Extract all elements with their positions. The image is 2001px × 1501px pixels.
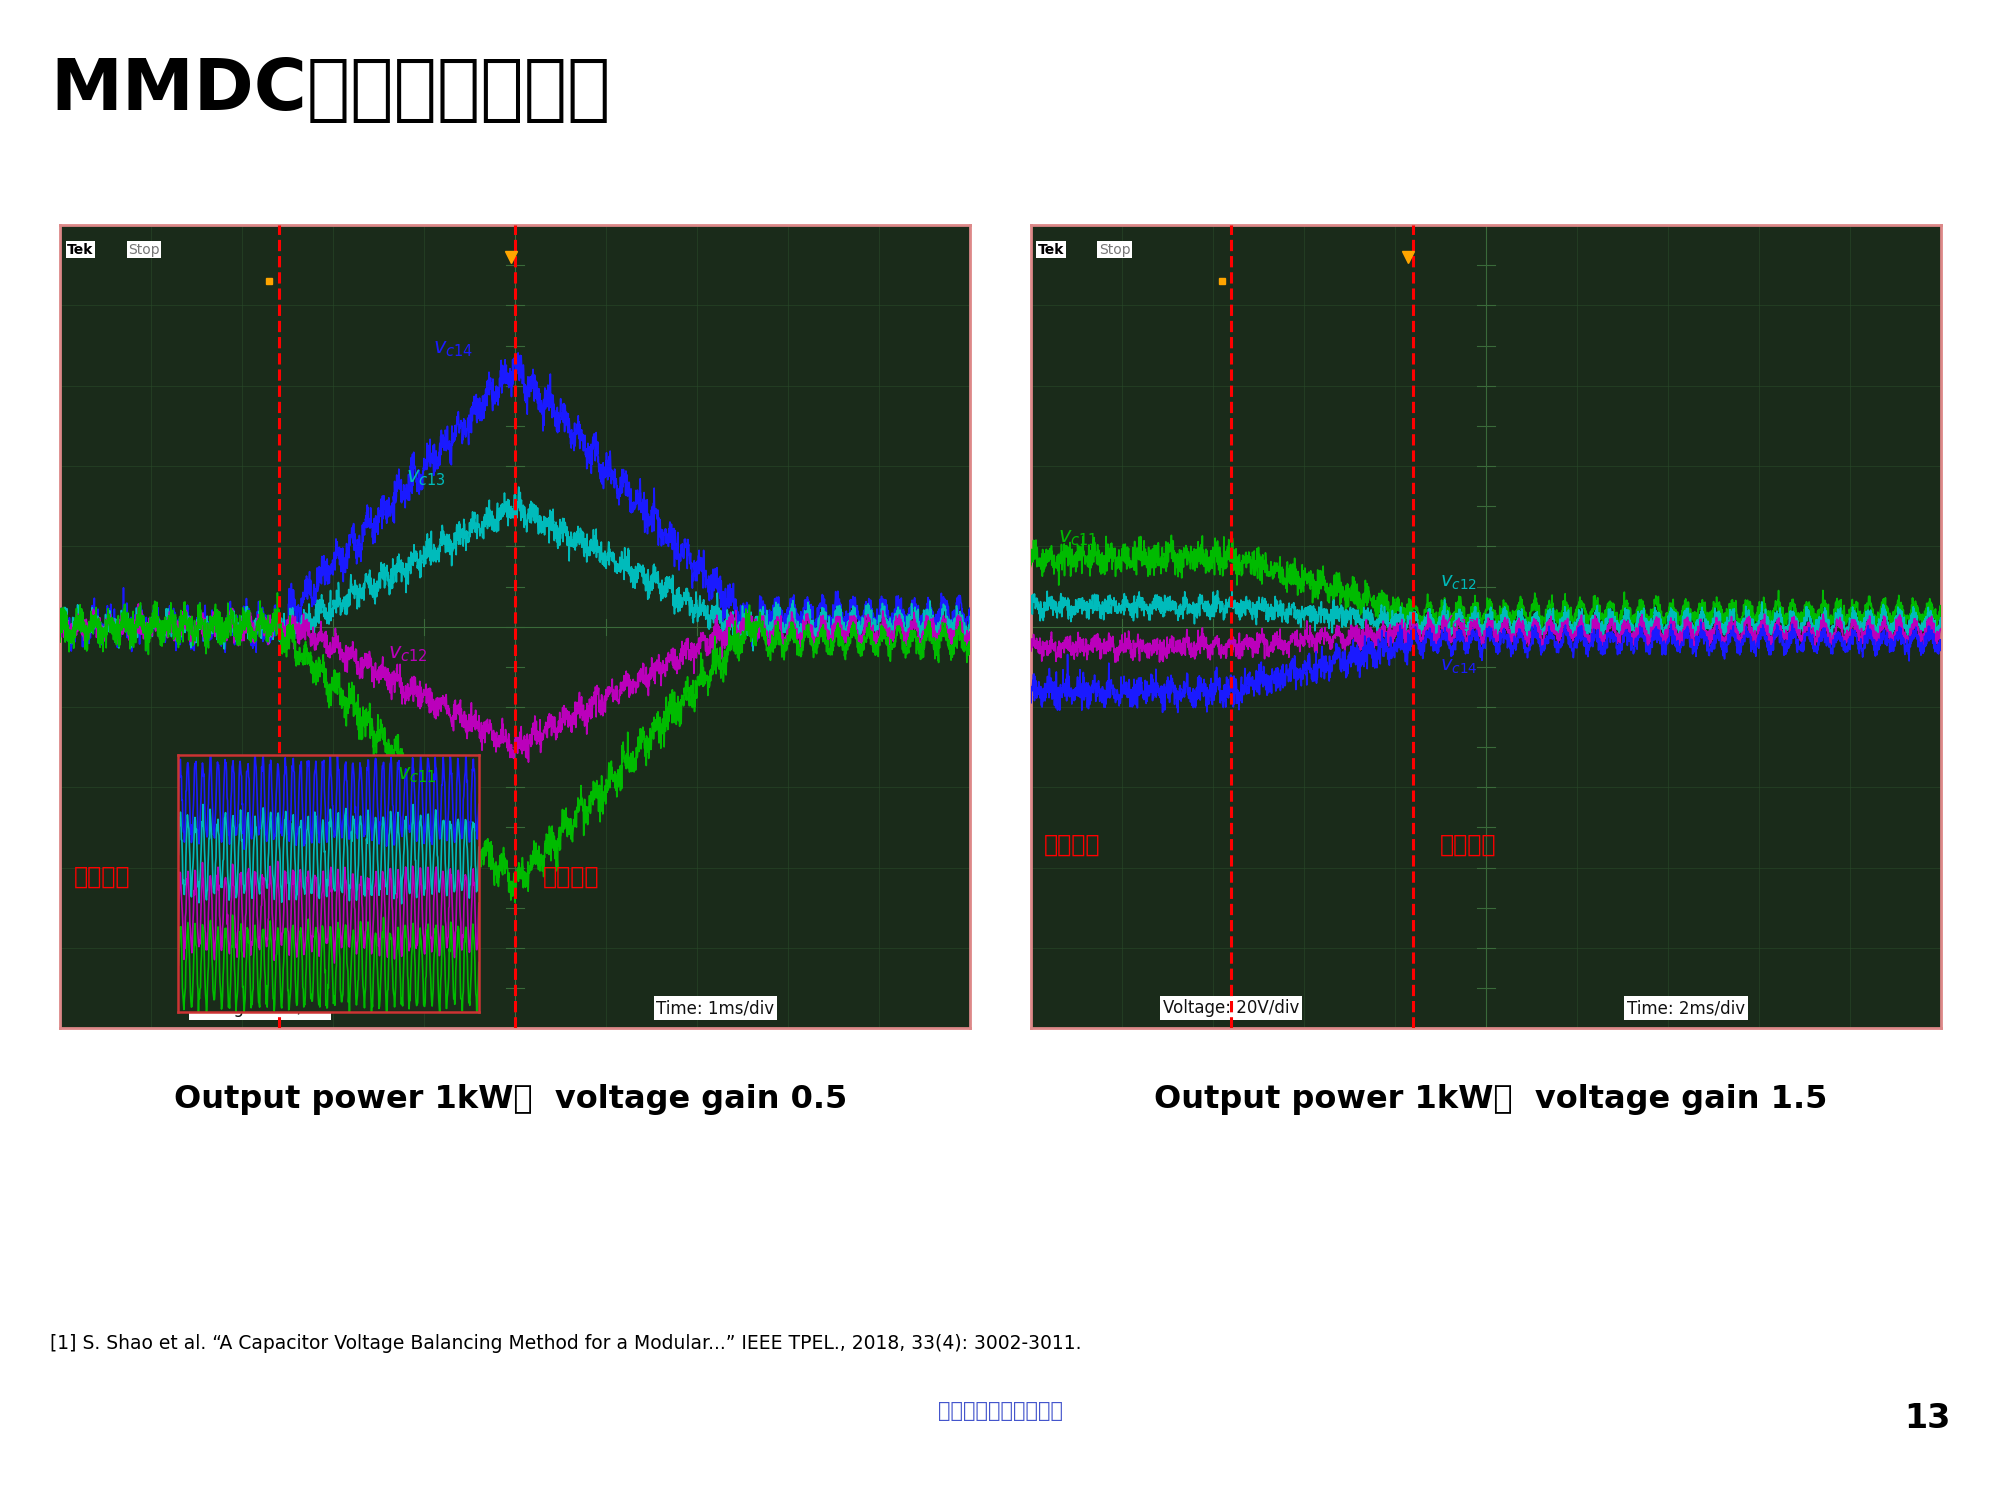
Text: $v_{c14}$: $v_{c14}$	[434, 339, 474, 359]
Text: Time: 2ms/div: Time: 2ms/div	[1627, 1000, 1745, 1018]
Text: 移除均压: 移除均压	[74, 865, 130, 889]
Text: Stop: Stop	[1099, 243, 1131, 257]
Text: Tek: Tek	[1039, 243, 1065, 257]
Text: 13: 13	[1905, 1402, 1951, 1435]
Text: $v_{c12}$: $v_{c12}$	[388, 644, 428, 665]
Text: $v_{c14}$: $v_{c14}$	[1441, 657, 1479, 675]
Text: $v_{c13}$: $v_{c13}$	[406, 468, 446, 488]
Text: Voltage: 20V/div: Voltage: 20V/div	[1163, 1000, 1299, 1018]
Text: [1] S. Shao et al. “A Capacitor Voltage Balancing Method for a Modular...” IEEE : [1] S. Shao et al. “A Capacitor Voltage …	[50, 1334, 1081, 1352]
Text: 使能均压: 使能均压	[542, 865, 598, 889]
Text: $v_{c13}$: $v_{c13}$	[1441, 612, 1477, 632]
Text: $v_{c11}$: $v_{c11}$	[396, 766, 436, 785]
Text: $v_{c11}$: $v_{c11}$	[1059, 528, 1097, 548]
Text: Voltage: 20V/div: Voltage: 20V/div	[192, 1000, 328, 1018]
Text: Output power 1kW，  voltage gain 0.5: Output power 1kW， voltage gain 0.5	[174, 1084, 846, 1115]
Text: Time: 1ms/div: Time: 1ms/div	[656, 1000, 774, 1018]
Text: MMDC子模块均压控制: MMDC子模块均压控制	[50, 56, 610, 125]
Text: 《电工技术学报》发布: 《电工技术学报》发布	[938, 1400, 1063, 1421]
Text: $v_{c12}$: $v_{c12}$	[1441, 573, 1477, 591]
Text: Output power 1kW，  voltage gain 1.5: Output power 1kW， voltage gain 1.5	[1155, 1084, 1827, 1115]
Text: 移除均压: 移除均压	[1045, 833, 1101, 857]
Text: Tek: Tek	[68, 243, 94, 257]
Text: 使能均压: 使能均压	[1441, 833, 1497, 857]
Text: Stop: Stop	[128, 243, 160, 257]
